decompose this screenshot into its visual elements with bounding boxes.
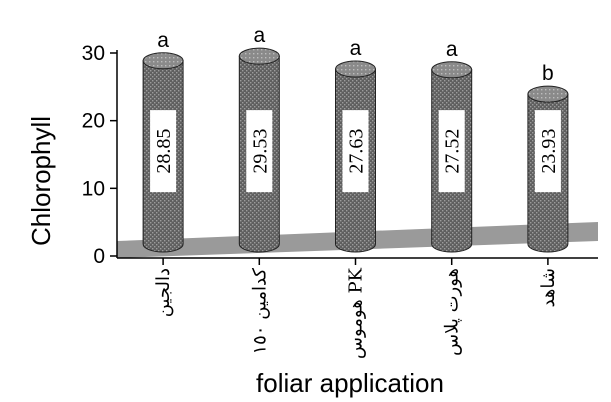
y-tick-label: 30 (82, 42, 105, 65)
bar: 27.52 a (431, 38, 473, 253)
value-label: 27.52 (442, 129, 464, 174)
significance-letter: a (253, 24, 265, 47)
value-label: 23.93 (538, 129, 560, 174)
y-tick-label: 20 (82, 110, 105, 133)
y-ticks: 0 10 20 30 (82, 42, 117, 268)
bar-top (238, 47, 280, 65)
category-label: شاهد (538, 268, 559, 308)
category-label: هورت پلاس (442, 268, 463, 356)
bar: 23.93 b (527, 62, 569, 253)
value-label-box (438, 110, 465, 193)
bar-top (527, 85, 569, 103)
bar-top (142, 52, 184, 70)
bars-layer: 28.85 a 29.53 a 27.63 a 27.52 a 23.93 b (142, 24, 569, 253)
bar-top (335, 60, 376, 78)
x-axis-title: foliar application (256, 368, 444, 398)
value-label-box (150, 110, 177, 193)
y-axis-title: Chlorophyll (26, 116, 56, 246)
bar: 27.63 a (335, 37, 376, 253)
value-label-box (246, 110, 273, 193)
value-label: 28.85 (153, 129, 175, 174)
significance-letter: a (446, 38, 458, 61)
value-label-box (534, 110, 561, 193)
significance-letter: a (157, 29, 169, 52)
y-tick-label: 0 (93, 245, 105, 268)
value-label-box (342, 110, 369, 193)
category-label: كدامين ١٥٠ (249, 268, 270, 355)
y-tick-label: 10 (82, 177, 105, 200)
value-label: 27.63 (346, 129, 368, 174)
category-label: هوموس PK (346, 267, 367, 359)
value-label: 29.53 (249, 129, 271, 174)
category-label: دالجين (153, 268, 174, 317)
bar: 28.85 a (142, 29, 184, 253)
bar: 29.53 a (238, 24, 280, 253)
significance-letter: a (350, 37, 362, 60)
significance-letter: b (542, 62, 554, 85)
bar-top (431, 61, 473, 79)
x-ticks: دالجين كدامين ١٥٠ هوموس PK هورت پلاس شاهد (153, 258, 559, 359)
